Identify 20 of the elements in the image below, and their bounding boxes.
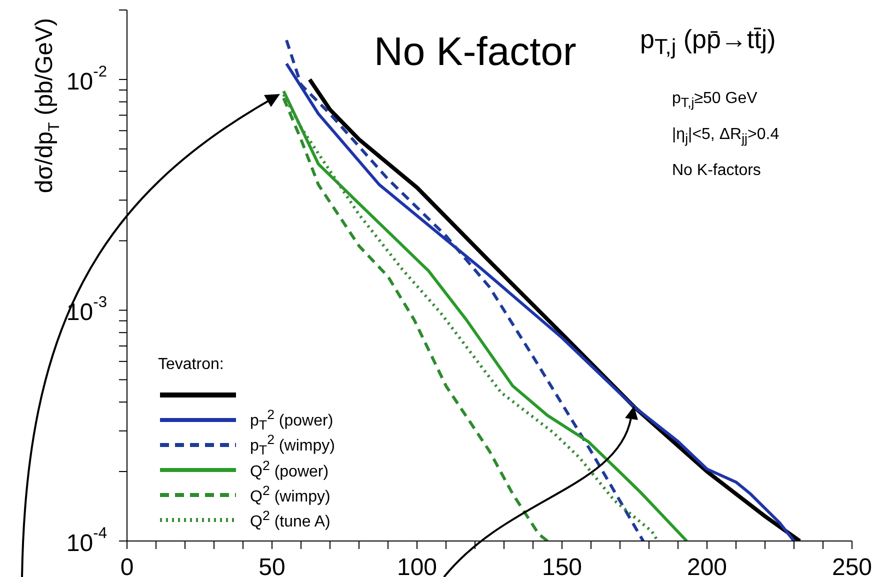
legend-label: Q$^{2}$ (wimpy) bbox=[250, 482, 330, 506]
legend-title: Tevatron: bbox=[158, 356, 225, 375]
legend-label: Q$^{2}$ (power) bbox=[250, 458, 329, 482]
x-tick-label: 100 bbox=[396, 554, 438, 577]
y-tick-label: 10$^{-4}$ bbox=[66, 524, 108, 557]
legend-label: p$_{T}$$^{2}$ (wimpy) bbox=[250, 432, 335, 458]
annotation: p$_{T,j}$≥50 GeV bbox=[672, 90, 758, 110]
text: p$_{T,j}$ (pp̄→tt̄j) bbox=[640, 24, 776, 60]
x-tick-label: 250 bbox=[832, 554, 872, 577]
legend-label: p$_{T}$$^{2}$ (power) bbox=[250, 406, 334, 432]
y-tick-label: 10$^{-3}$ bbox=[66, 294, 107, 326]
x-tick-label: 150 bbox=[542, 554, 582, 577]
annotation: No K-factor bbox=[374, 30, 576, 75]
y-tick-label: 10$^{-2}$ bbox=[66, 63, 107, 96]
x-tick-label: 200 bbox=[686, 554, 728, 577]
legend-label: Q$^{2}$ (tune A) bbox=[250, 508, 330, 532]
x-tick-label: 0 bbox=[120, 554, 134, 577]
annotation: |η$_{j}$|<5, ΔR$_{jj}$>0.4 bbox=[672, 126, 780, 146]
x-tick-label: 50 bbox=[258, 554, 286, 577]
annotation: No K-factors bbox=[672, 162, 761, 180]
